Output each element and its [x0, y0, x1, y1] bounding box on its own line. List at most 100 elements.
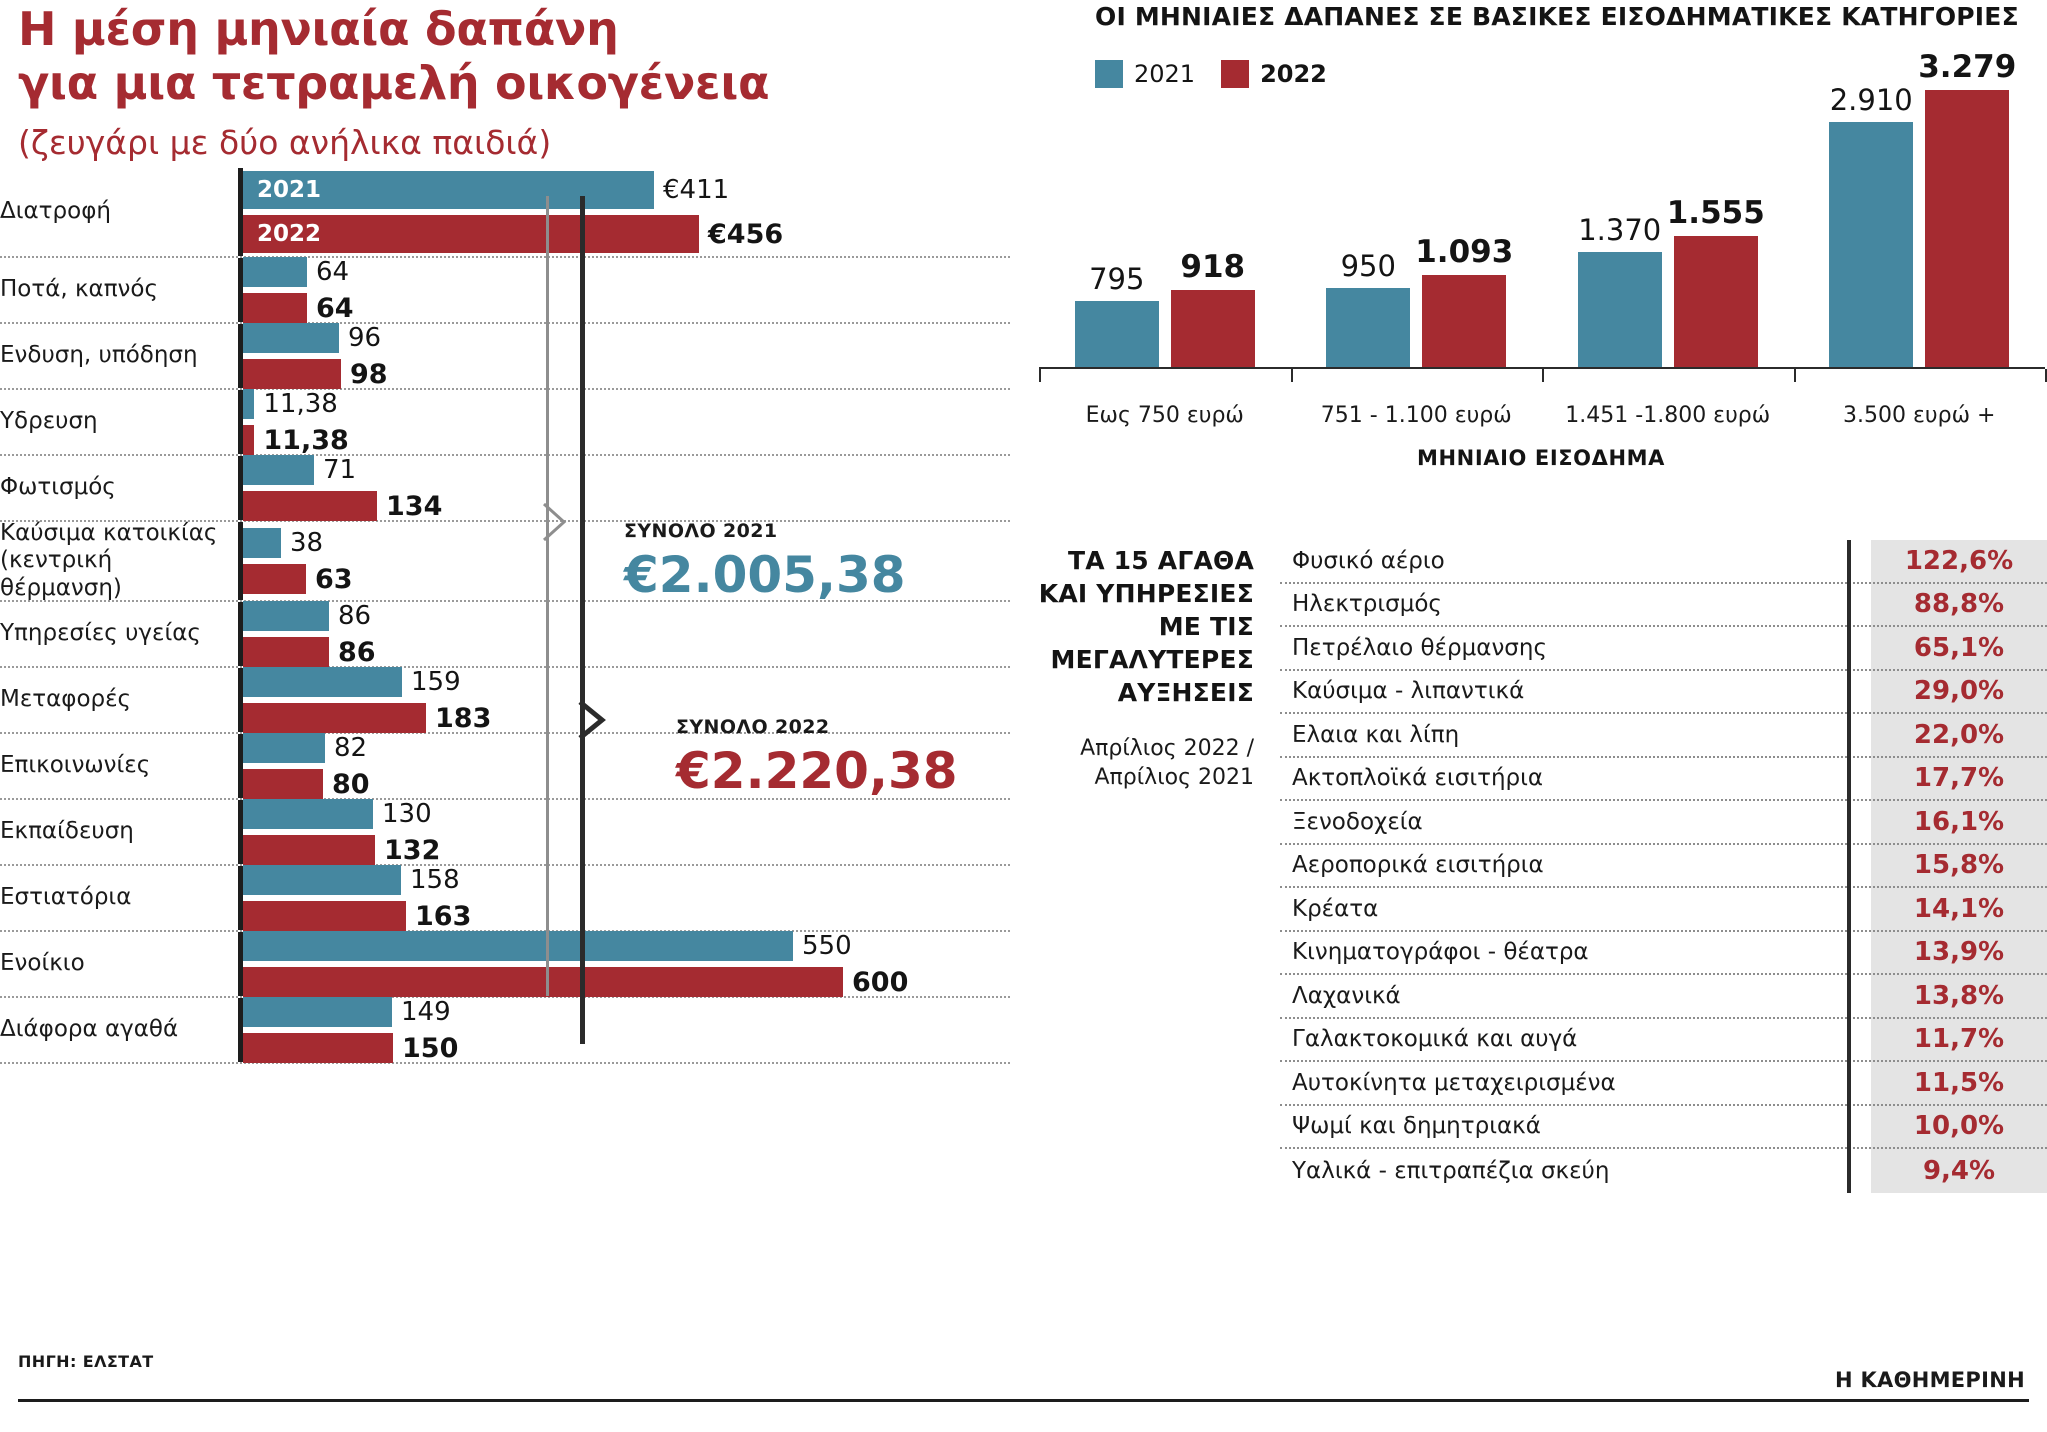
table-row-percent: 13,9% — [1913, 937, 2005, 968]
expense-bars: 550 600 — [238, 931, 1010, 998]
bar-2022 — [243, 491, 377, 521]
total-2022-leader-line — [580, 196, 585, 1044]
bar-row: 134 — [243, 490, 1010, 522]
bar-2021 — [243, 733, 325, 763]
expense-row: Υδρευση 11,38 11,38 — [0, 389, 1010, 456]
axis-tick — [1039, 369, 1041, 382]
bar-value-label: 11,38 — [263, 424, 349, 456]
expense-bars: 71 134 — [238, 455, 1010, 522]
table-row-name: Πετρέλαιο θέρμανσης — [1292, 634, 1547, 661]
column-value-label: 1.555 — [1666, 195, 1765, 232]
bar-row: 11,38 — [243, 389, 1010, 419]
table-row-percent: 65,1% — [1913, 632, 2005, 663]
table-row-name: Λαχανικά — [1292, 982, 1401, 1009]
expense-bars: 159 183 — [238, 667, 1010, 734]
table-header-block: ΤΑ 15 ΑΓΑΘΑ ΚΑΙ ΥΠΗΡΕΣΙΕΣ ΜΕ ΤΙΣ ΜΕΓΑΛΥΤ… — [1030, 540, 1280, 792]
table-row-name: Καύσιμα - λιπαντικά — [1292, 678, 1525, 705]
table-row: Ελαια και λίπη 22,0% — [1280, 714, 2047, 758]
legend-swatch-2021-icon — [1095, 59, 1123, 88]
table-row: Ψωμί και δημητριακά 10,0% — [1280, 1106, 2047, 1149]
bar-2021 — [243, 601, 329, 631]
table-row: Αυτοκίνητα μεταχειρισμένα 11,5% — [1280, 1062, 2047, 1106]
bar-row: 11,38 — [243, 424, 1010, 456]
bar-row: 63 — [243, 563, 1010, 595]
bar-2022 — [243, 359, 341, 389]
expense-row: Υπηρεσίες υγείας 86 86 — [0, 601, 1010, 668]
legend-label-2022: 2022 — [1260, 59, 1327, 88]
expense-row: Καύσιμα κατοικίας (κεντρική θέρμανση) 38 6… — [0, 520, 1010, 602]
total-2021-leader-line — [546, 196, 549, 996]
bar-value-label: 134 — [386, 490, 443, 522]
percent-column-band — [1871, 540, 2047, 1193]
column-chart-category-labels: Εως 750 ευρώ 751 - 1.100 ευρώ 1.451 -1.800… — [1039, 403, 2045, 428]
column-value-label: 950 — [1340, 248, 1396, 283]
expense-bars: 38 63 — [238, 522, 1010, 600]
column-chart-legend: 2021 2022 — [1095, 59, 2047, 88]
bar-2022 — [243, 1033, 393, 1063]
legend-item-2021: 2021 — [1095, 59, 1195, 88]
expense-bars: 82 80 — [238, 733, 1010, 800]
bar-row: 159 — [243, 667, 1010, 697]
column-value-label: 3.279 — [1918, 49, 2017, 86]
table-vertical-divider — [1847, 540, 1851, 1193]
expense-row: Διάφορα αγαθά 149 150 — [0, 997, 1010, 1064]
bar-row: 38 — [243, 528, 1010, 558]
bar-2021 — [243, 528, 281, 558]
bar-value-label: 86 — [338, 601, 372, 631]
column-chart-axis-ticks — [1039, 369, 2047, 382]
bar-row: 149 — [243, 997, 1010, 1027]
column-category-label: 1.451 -1.800 ευρώ — [1565, 403, 1771, 428]
bar-row: 130 — [243, 799, 1010, 829]
bar-2021 — [243, 257, 307, 287]
bar-row: 550 — [243, 931, 1010, 961]
table-row-name: Υαλικά - επιτραπέζια σκεύη — [1292, 1157, 1610, 1184]
bar-value-label: €456 — [708, 218, 784, 250]
table-row: Αεροπορικά εισιτήρια 15,8% — [1280, 845, 2047, 888]
bar-value-label: 63 — [315, 563, 353, 595]
bar-2021 — [243, 799, 373, 829]
table-row-percent: 11,7% — [1913, 1024, 2005, 1055]
page-subtitle: (ζευγάρι με δύο ανήλικα παιδιά) — [18, 122, 552, 162]
table-row-name: Φυσικό αέριο — [1292, 547, 1445, 574]
bar-value-label: 80 — [332, 768, 370, 800]
expense-category-label: Ενδυση, υπόδηση — [0, 342, 198, 369]
expense-category-label: Καύσιμα κατοικίας (κεντρική θέρμανση) — [0, 520, 218, 601]
bar-2022 — [243, 703, 426, 733]
brand-logo: Η ΚΑΘΗΜΕΡΙΝΗ — [1834, 1368, 2025, 1392]
table-row-name: Γαλακτοκομικά και αυγά — [1292, 1026, 1578, 1053]
bar-value-label: 132 — [384, 834, 441, 866]
table-row: Γαλακτοκομικά και αυγά 11,7% — [1280, 1019, 2047, 1062]
table-row: Λαχανικά 13,8% — [1280, 975, 2047, 1019]
table-row-name: Ψωμί και δημητριακά — [1292, 1113, 1541, 1140]
table-row-percent: 16,1% — [1913, 806, 2005, 837]
column-bar-2021: 795 — [1074, 262, 1159, 368]
expense-row: Ενδυση, υπόδηση 96 98 — [0, 323, 1010, 390]
expense-category-label: Ενοίκιο — [0, 950, 85, 977]
table-row: Ακτοπλοϊκά εισιτήρια 17,7% — [1280, 758, 2047, 801]
bar-2022 — [243, 564, 306, 594]
bar-row: 2022 €456 — [243, 215, 1010, 253]
bar-value-label: 96 — [348, 323, 382, 353]
bar-value-label: 64 — [316, 257, 350, 287]
in-bar-year-label: 2022 — [257, 221, 322, 247]
bar-value-label: 11,38 — [263, 389, 338, 419]
bar-row: 163 — [243, 901, 1010, 932]
column-chart-axis-title: ΜΗΝΙΑΙΟ ΕΙΣΟΔΗΜΑ — [1416, 446, 1666, 470]
bar-row: 71 — [243, 455, 1010, 485]
bar-2022 — [243, 425, 255, 455]
bar-row: 600 — [243, 967, 1010, 998]
expense-category-label: Φωτισμός — [0, 474, 116, 501]
table-row: Υαλικά - επιτραπέζια σκεύη 9,4% — [1280, 1149, 2047, 1193]
bar-value-label: 71 — [323, 455, 357, 485]
axis-tick — [1793, 369, 1796, 382]
table-row-name: Κρέατα — [1292, 895, 1379, 922]
bar-value-label: 98 — [350, 358, 388, 390]
table-row: Καύσιμα - λιπαντικά 29,0% — [1280, 671, 2047, 714]
expense-bars: 86 86 — [238, 601, 1010, 668]
column-category-label: Εως 750 ευρώ — [1085, 403, 1244, 428]
title-line-1: Η μέση μηνιαία δαπάνη — [18, 2, 619, 56]
bar-2021 — [243, 997, 392, 1027]
axis-tick — [2045, 369, 2047, 382]
expense-bars: 130 132 — [238, 799, 1010, 866]
